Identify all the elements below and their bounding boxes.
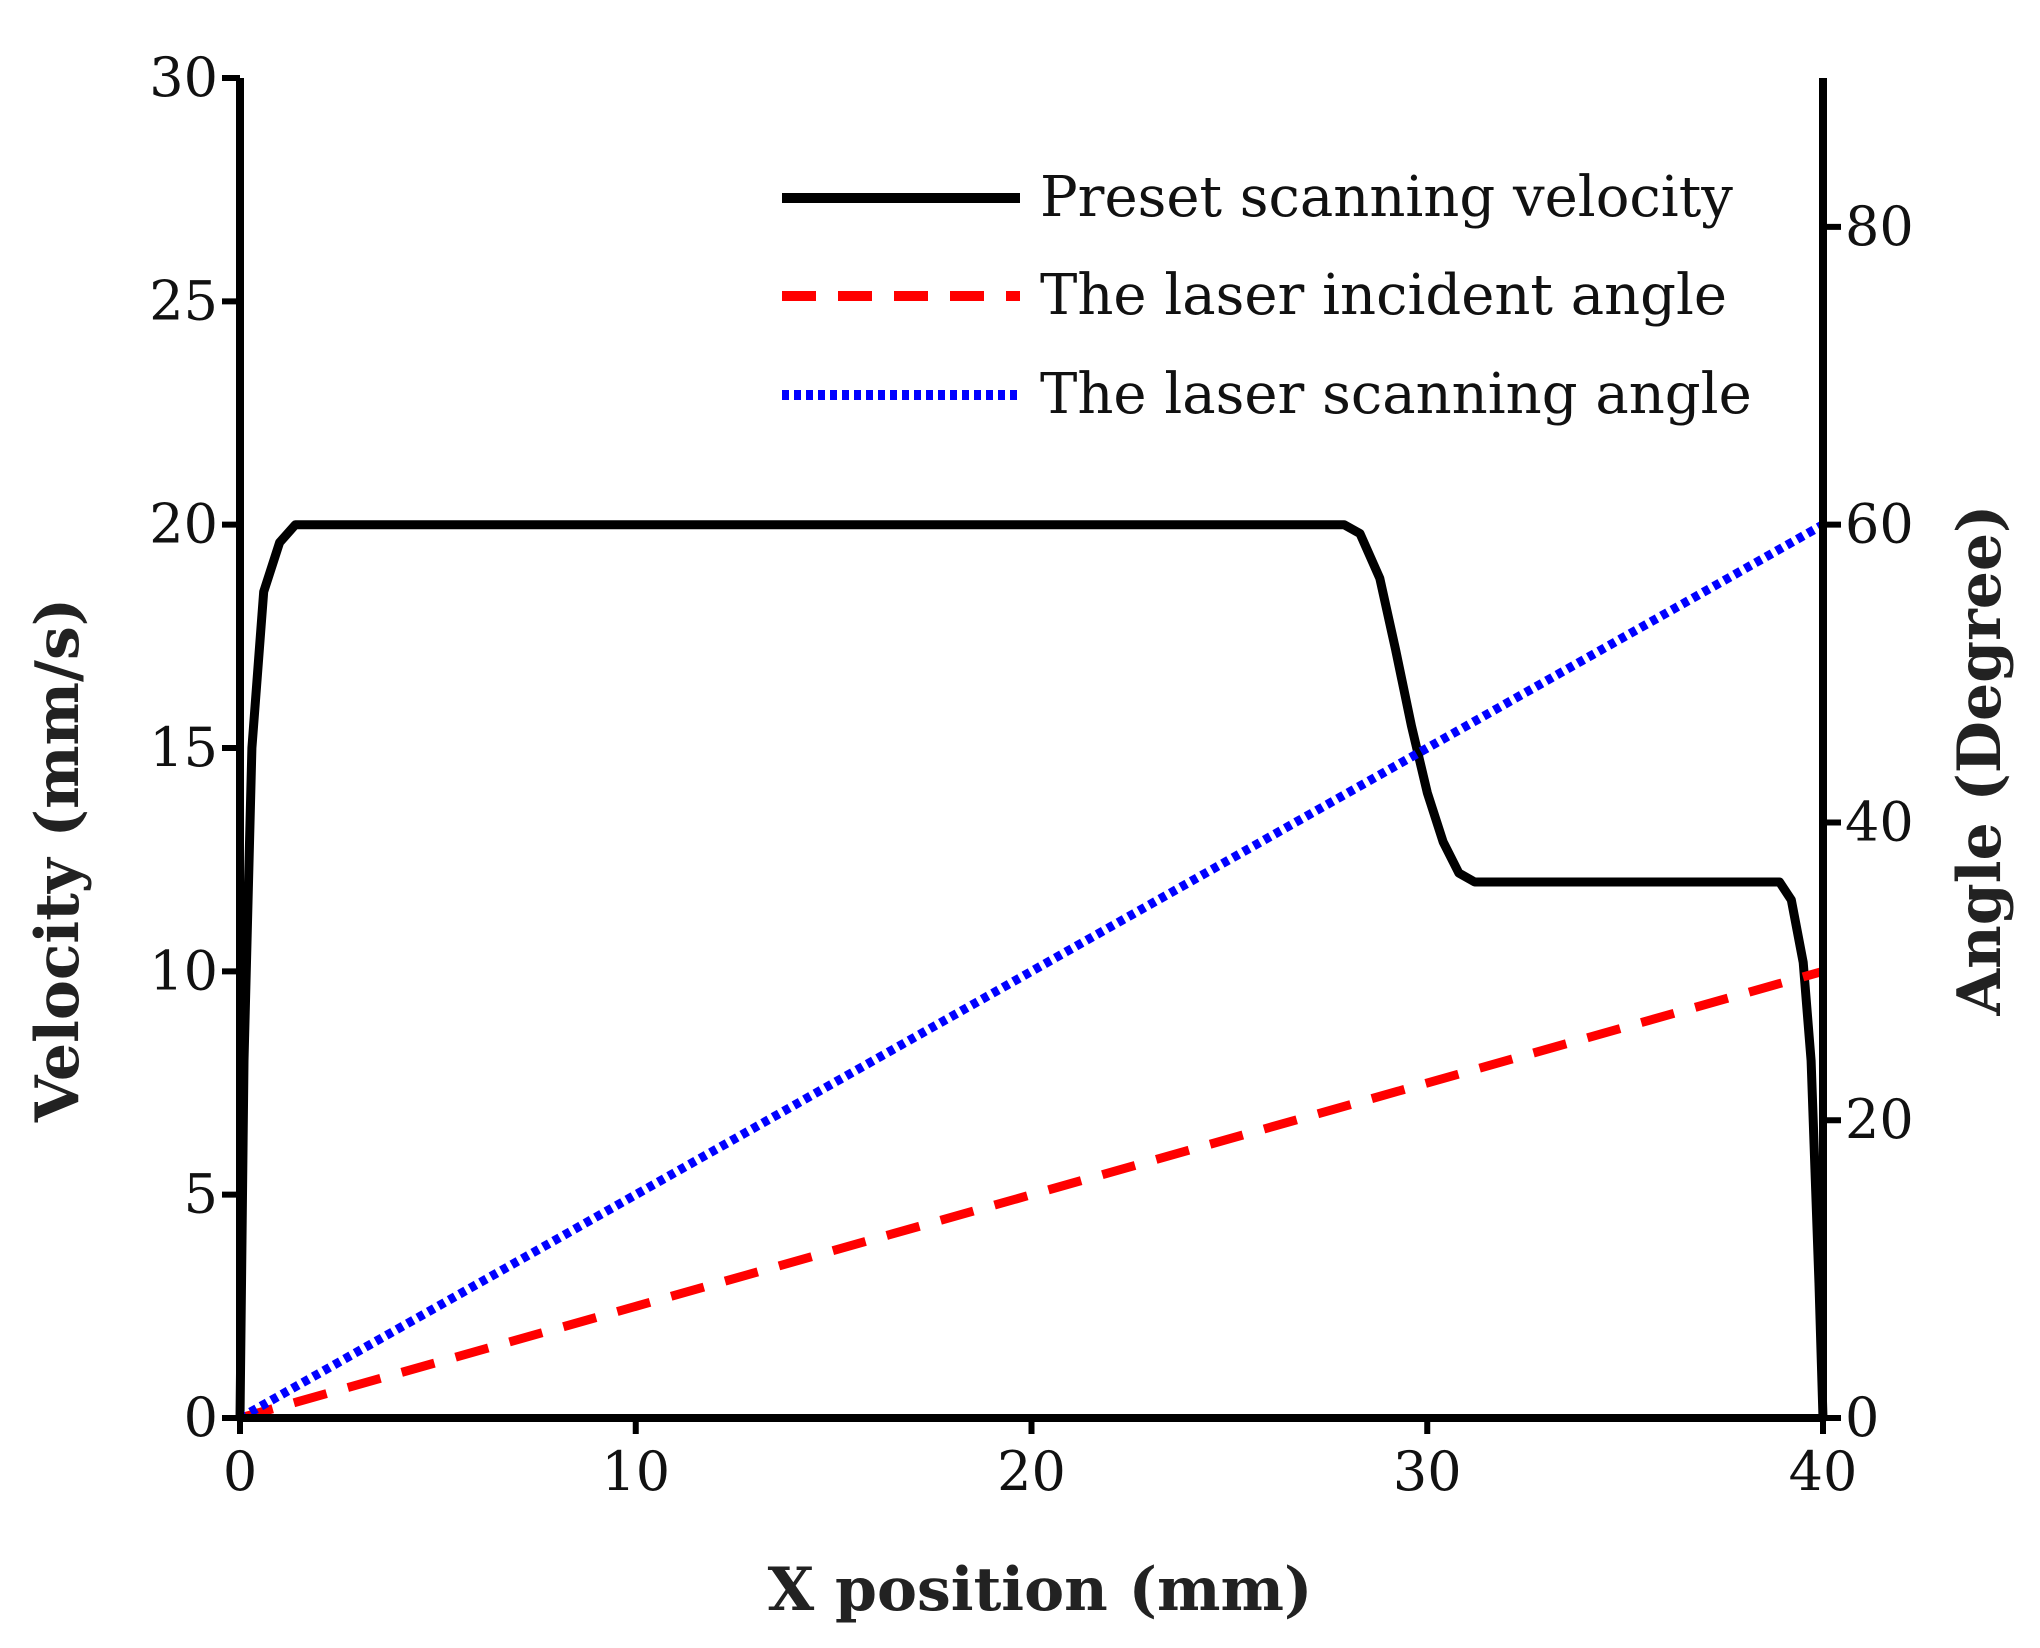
y-tick-label-left: 0 (184, 1386, 218, 1449)
y-tick-label-right: 80 (1845, 195, 1914, 258)
y-tick-label-left: 25 (149, 269, 218, 332)
y-tick-label-right: 40 (1845, 790, 1914, 853)
y-tick-label-left: 30 (149, 46, 218, 109)
series-line-2 (238, 966, 1825, 1423)
x-tick-label: 40 (1789, 1440, 1858, 1503)
y-tick-label-left: 10 (149, 939, 218, 1002)
y-tick-label-right: 20 (1845, 1088, 1914, 1151)
plot-lines (235, 520, 1828, 1423)
y-axis-title-left: Velocity (mm/s) (23, 598, 93, 1123)
y-tick-label-right: 0 (1845, 1386, 1879, 1449)
legend-label-2: The laser incident angle (1040, 263, 1727, 328)
x-tick-label: 10 (601, 1440, 670, 1503)
x-axis-title: X position (mm) (768, 1555, 1313, 1625)
y-axis-title-right: Angle (Degree) (1945, 505, 2015, 1017)
y-tick-label-left: 15 (149, 716, 218, 779)
x-tick-label: 20 (997, 1440, 1066, 1503)
y-tick-label-left: 5 (184, 1163, 218, 1226)
x-tick-label: 30 (1393, 1440, 1462, 1503)
y-tick-label-right: 60 (1845, 493, 1914, 556)
legend-label-3: The laser scanning angle (1040, 362, 1752, 427)
x-tick-label: 0 (223, 1440, 257, 1503)
legend-label-1: Preset scanning velocity (1040, 165, 1733, 230)
legend: Preset scanning velocity The laser incide… (782, 165, 1752, 427)
y-tick-label-left: 20 (149, 493, 218, 556)
series-line-3 (237, 520, 1826, 1422)
series-line-1 (235, 520, 1828, 1423)
